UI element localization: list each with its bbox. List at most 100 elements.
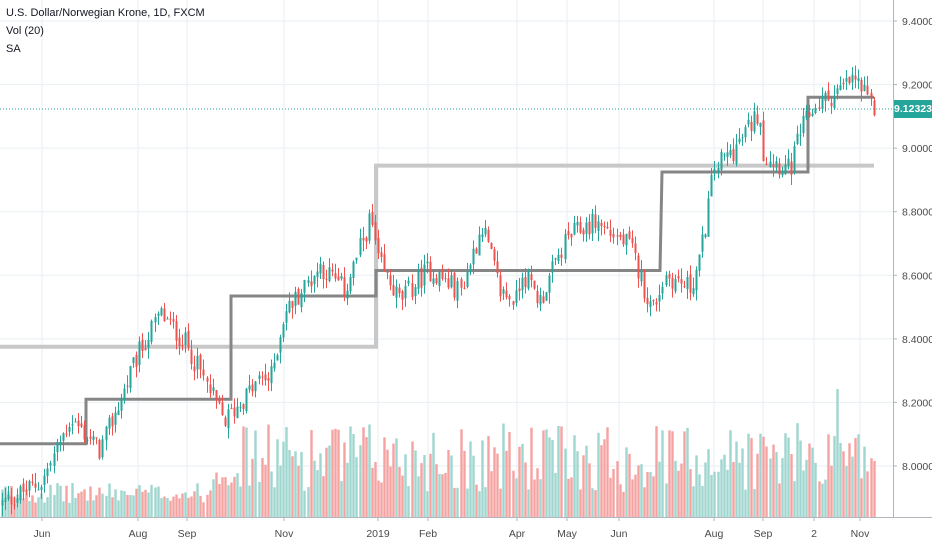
candle-body <box>313 276 316 284</box>
candle-body <box>551 261 554 273</box>
volume-bar <box>7 491 10 517</box>
candle-body <box>190 349 193 364</box>
volume-bar <box>19 495 22 517</box>
candle-body <box>845 77 848 82</box>
candle-body <box>542 296 545 303</box>
volume-bar <box>132 495 135 517</box>
volume-bar <box>799 440 802 517</box>
volume-bar <box>181 493 184 517</box>
volume-bar <box>316 470 319 517</box>
candle-body <box>469 265 472 269</box>
sa-line-light <box>0 163 874 349</box>
volume-bar <box>796 423 799 517</box>
candle-body <box>698 254 701 271</box>
candle-body <box>150 320 153 342</box>
candle-body <box>707 198 710 237</box>
candle-body <box>340 276 343 279</box>
volume-bar <box>533 479 536 517</box>
volume-bar <box>297 465 300 517</box>
candle-body <box>677 276 680 279</box>
candle-body <box>793 146 796 173</box>
volume-bar <box>548 437 551 517</box>
candle-body <box>508 296 511 300</box>
candle-body <box>478 234 481 256</box>
volume-bar <box>814 462 817 517</box>
volume-bar <box>689 469 692 517</box>
volume-bar <box>395 438 398 517</box>
volume-bar <box>463 450 466 517</box>
price-axis[interactable]: 9.40000 9.20000 9.00000 8.80000 8.60000 8.400… <box>893 16 932 473</box>
volume-bar <box>380 482 383 517</box>
volume-bar <box>187 497 190 517</box>
candle-body <box>594 214 597 228</box>
volume-bar <box>22 498 25 517</box>
candle-body <box>160 308 163 316</box>
candle-body <box>775 161 778 168</box>
candle-body <box>704 234 707 238</box>
candle-body <box>46 468 49 477</box>
candle-body <box>111 416 114 427</box>
volume-bar <box>337 429 340 517</box>
candle-body <box>89 436 92 439</box>
x-tick-label: 2 <box>811 528 817 540</box>
volume-bar <box>539 479 542 517</box>
volume-bar <box>178 498 181 517</box>
candle-body <box>65 433 68 435</box>
candle-body <box>609 230 612 236</box>
volume-bar <box>374 462 377 517</box>
volume-bar <box>417 476 420 517</box>
candle-body <box>163 308 166 322</box>
volume-bar <box>628 453 631 517</box>
candle-body <box>530 274 533 281</box>
symbol-title[interactable]: U.S. Dollar/Norwegian Krone, 1D, FXCM <box>6 7 205 19</box>
volume-bar <box>129 495 132 517</box>
candle-body <box>628 231 631 239</box>
candle-body <box>836 88 839 95</box>
candle-body <box>769 161 772 168</box>
candle-body <box>297 289 300 305</box>
volume-bar <box>248 485 251 517</box>
volume-bar <box>160 498 163 517</box>
volume-bar <box>655 426 658 517</box>
candle-body <box>646 297 649 305</box>
volume-bar <box>383 437 386 517</box>
candle-body <box>123 388 126 399</box>
volume-bar <box>230 482 233 517</box>
volume-bar <box>518 446 521 517</box>
time-axis[interactable]: Jun Aug Sep Nov 2019 Feb Apr May Jun Aug Sep 2 Nov <box>34 517 871 540</box>
volume-bar <box>671 431 674 517</box>
candle-body <box>588 221 591 235</box>
candle-body <box>554 258 557 260</box>
volume-bar <box>285 427 288 517</box>
candle-body <box>735 144 738 164</box>
volume-bar <box>738 462 741 517</box>
volume-bar <box>346 462 349 517</box>
x-tick-label: Sep <box>754 528 773 540</box>
candle-body <box>31 481 34 483</box>
candle-body <box>484 227 487 235</box>
candle-body <box>282 324 285 338</box>
candle-body <box>456 280 459 301</box>
candle-body <box>814 108 817 114</box>
candle-body <box>585 222 588 234</box>
volume-bar <box>138 485 141 517</box>
candle-body <box>105 426 108 441</box>
candle-body <box>83 425 86 440</box>
candle-body <box>310 281 313 287</box>
candle-body <box>316 271 319 278</box>
candle-body <box>135 354 138 367</box>
volume-indicator-label[interactable]: Vol (20) <box>6 25 44 37</box>
candle-body <box>661 286 664 294</box>
volume-bar <box>245 427 248 517</box>
candle-body <box>732 149 735 162</box>
candle-body <box>202 369 205 376</box>
candle-body <box>426 261 429 264</box>
volume-bar <box>612 469 615 517</box>
volume-bar <box>212 479 215 517</box>
sa-lines <box>0 95 874 446</box>
x-tick-label: May <box>557 528 578 540</box>
sa-indicator-label[interactable]: SA <box>6 43 21 55</box>
volume-bar <box>493 447 496 517</box>
volume-bar <box>313 460 316 517</box>
